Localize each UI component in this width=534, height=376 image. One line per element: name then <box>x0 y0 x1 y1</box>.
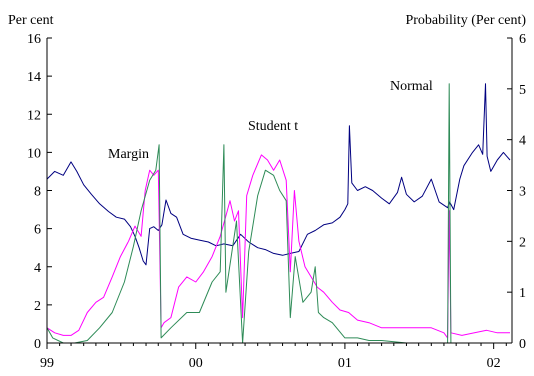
series-line-margin <box>46 83 511 266</box>
right-tick-label: 3 <box>519 185 526 200</box>
x-tick-label: 02 <box>487 356 501 371</box>
series-line-normal <box>46 83 510 344</box>
left-tick-label: 0 <box>34 337 41 352</box>
left-tick-label: 4 <box>34 261 41 276</box>
left-axis-title: Per cent <box>8 13 54 28</box>
left-tick-label: 2 <box>34 299 41 314</box>
right-tick-label: 5 <box>519 83 526 98</box>
series-line-student-t <box>46 154 510 339</box>
series-layer <box>46 83 511 344</box>
right-tick-label: 4 <box>519 134 526 149</box>
right-tick-label: 2 <box>519 235 526 250</box>
right-tick-label: 0 <box>519 337 526 352</box>
right-axis-title: Probability (Per cent) <box>405 13 526 28</box>
left-tick-label: 8 <box>34 185 41 200</box>
annotation-margin: Margin <box>108 147 149 162</box>
left-tick-label: 16 <box>27 32 41 47</box>
left-tick-label: 14 <box>27 70 41 85</box>
annotation-layer: Margin Student t Normal <box>108 79 433 162</box>
x-tick-label: 01 <box>338 356 352 371</box>
right-tick-label: 1 <box>519 286 526 301</box>
right-tick-label: 6 <box>519 32 526 47</box>
left-tick-label: 10 <box>27 146 41 161</box>
x-tick-label: 99 <box>40 356 54 371</box>
left-tick-label: 6 <box>34 223 41 238</box>
annotation-normal: Normal <box>390 79 433 94</box>
x-tick-label: 00 <box>189 356 203 371</box>
annotation-student-t: Student t <box>248 119 298 134</box>
left-tick-label: 12 <box>27 108 41 123</box>
